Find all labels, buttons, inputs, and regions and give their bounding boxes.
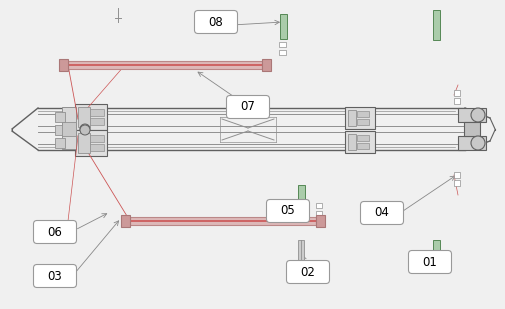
Bar <box>433 240 440 268</box>
Bar <box>279 42 286 47</box>
Bar <box>68 61 262 69</box>
Bar <box>316 203 322 208</box>
Bar <box>262 59 271 71</box>
Bar <box>357 143 369 149</box>
Bar <box>454 90 460 96</box>
Bar <box>55 112 65 122</box>
Bar <box>348 110 356 126</box>
Bar <box>75 104 107 130</box>
Text: 01: 01 <box>423 256 437 269</box>
Text: 02: 02 <box>300 265 316 278</box>
FancyBboxPatch shape <box>33 265 76 287</box>
Bar <box>75 130 107 156</box>
Bar <box>130 217 316 225</box>
Bar <box>316 215 325 227</box>
Bar <box>454 98 460 104</box>
Circle shape <box>471 136 485 150</box>
FancyBboxPatch shape <box>194 11 237 33</box>
Bar <box>458 108 486 122</box>
Bar <box>78 133 90 153</box>
Circle shape <box>471 108 485 122</box>
Bar <box>345 131 375 153</box>
Bar <box>357 111 369 117</box>
Text: 04: 04 <box>375 206 389 219</box>
Bar <box>357 119 369 125</box>
Bar <box>55 138 65 148</box>
FancyBboxPatch shape <box>361 201 403 225</box>
FancyBboxPatch shape <box>267 200 310 222</box>
Bar <box>62 122 76 136</box>
Bar <box>279 50 286 55</box>
FancyBboxPatch shape <box>227 95 270 118</box>
Bar <box>454 172 460 178</box>
Bar <box>433 10 440 40</box>
FancyBboxPatch shape <box>33 221 76 243</box>
Circle shape <box>80 124 90 134</box>
Text: 07: 07 <box>240 100 256 113</box>
Bar <box>280 14 287 39</box>
FancyBboxPatch shape <box>409 251 451 273</box>
FancyBboxPatch shape <box>286 260 329 283</box>
Bar <box>90 135 104 142</box>
Text: 06: 06 <box>47 226 63 239</box>
Bar <box>357 135 369 141</box>
Bar <box>298 185 305 213</box>
Bar <box>78 107 90 127</box>
Bar <box>59 59 68 71</box>
Bar <box>454 180 460 186</box>
Text: 08: 08 <box>209 15 223 28</box>
Bar <box>90 109 104 116</box>
Text: 05: 05 <box>281 205 295 218</box>
Bar <box>316 211 322 216</box>
Bar <box>62 107 76 149</box>
Text: 03: 03 <box>47 269 63 282</box>
Bar <box>298 240 304 262</box>
Bar <box>348 134 356 150</box>
Bar <box>55 125 65 135</box>
Bar <box>90 118 104 125</box>
Circle shape <box>80 125 90 135</box>
Bar <box>458 136 486 150</box>
Bar <box>121 215 130 227</box>
Bar <box>464 122 480 136</box>
Bar <box>345 107 375 129</box>
Bar <box>90 144 104 151</box>
